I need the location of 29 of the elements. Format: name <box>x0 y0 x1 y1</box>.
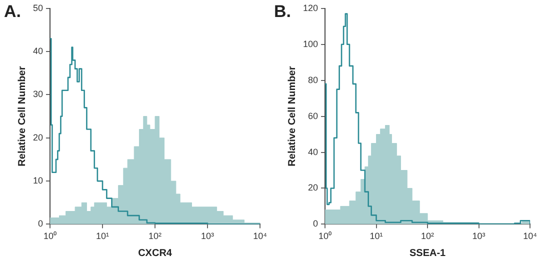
y-tick-label: 10 <box>32 176 44 186</box>
y-axis-title: Relative Cell Number <box>16 66 28 166</box>
x-tick-label: 10³ <box>472 231 486 242</box>
x-tick-label: 10¹ <box>96 231 110 242</box>
x-tick-label: 10² <box>421 231 434 242</box>
y-tick-label: 40 <box>308 146 318 157</box>
chart-title: B. <box>274 2 291 22</box>
x-tick-label: 10³ <box>201 231 214 242</box>
y-tick-label: 20 <box>308 182 318 193</box>
x-axis-title: CXCR4 <box>138 248 172 259</box>
x-tick-label: 10⁴ <box>523 231 538 242</box>
y-tick-label: 20 <box>32 132 44 142</box>
y-tick-label: 0 <box>38 218 44 229</box>
y-tick-label: 50 <box>32 2 44 13</box>
y-tick-label: 100 <box>302 38 318 49</box>
x-tick-label: 10⁰ <box>318 231 332 242</box>
x-tick-label: 10⁴ <box>253 231 268 242</box>
y-tick-label: 0 <box>313 218 318 229</box>
y-tick-label: 80 <box>308 74 318 85</box>
x-tick-label: 10² <box>148 231 162 242</box>
y-tick-label: 40 <box>32 46 44 56</box>
y-tick-label: 30 <box>32 89 44 100</box>
x-tick-label: 10⁰ <box>44 231 57 242</box>
y-tick-label: 120 <box>302 2 318 13</box>
y-tick-label: 60 <box>308 110 318 121</box>
chart-title: A. <box>4 2 21 22</box>
x-tick-label: 10¹ <box>370 231 383 242</box>
x-axis-title: SSEA-1 <box>409 248 446 259</box>
y-axis-title: Relative Cell Number <box>286 66 298 166</box>
